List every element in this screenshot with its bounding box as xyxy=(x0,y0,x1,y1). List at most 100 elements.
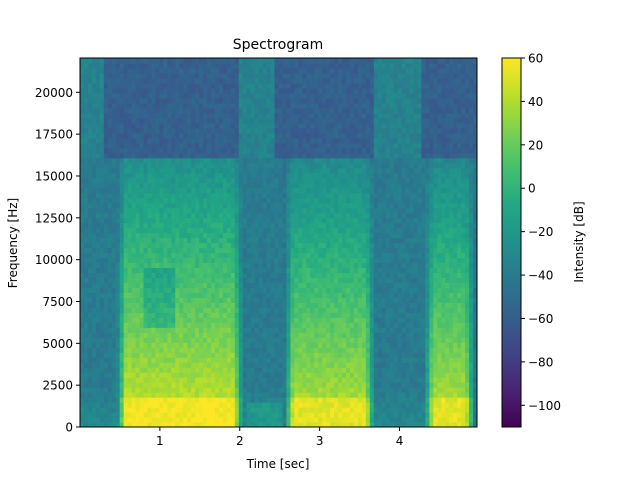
heatmap-cell xyxy=(226,152,232,159)
heatmap-cell xyxy=(298,132,303,139)
heatmap-cell xyxy=(290,367,295,373)
heatmap-cell xyxy=(115,302,121,308)
heatmap-cell xyxy=(222,372,228,378)
heatmap-cell xyxy=(211,247,216,254)
heatmap-cell xyxy=(238,317,244,323)
heatmap-cell xyxy=(298,167,303,174)
heatmap-cell xyxy=(175,217,180,224)
heatmap-cell xyxy=(99,332,105,338)
heatmap-cell xyxy=(254,58,260,64)
heatmap-cell xyxy=(147,257,153,264)
heatmap-cell xyxy=(91,237,97,244)
heatmap-cell xyxy=(91,122,97,129)
heatmap-cell xyxy=(270,207,276,214)
heatmap-cell xyxy=(127,212,133,219)
heatmap-cell xyxy=(175,212,180,219)
heatmap-cell xyxy=(163,247,168,254)
heatmap-cell xyxy=(175,152,180,159)
heatmap-cell xyxy=(91,212,97,219)
heatmap-cell xyxy=(270,92,276,99)
heatmap-cell xyxy=(103,227,109,234)
heatmap-cell xyxy=(83,117,89,124)
heatmap-cell xyxy=(183,242,188,249)
heatmap-cell xyxy=(95,127,101,134)
heatmap-cell xyxy=(155,352,160,358)
heatmap-cell xyxy=(151,292,157,298)
heatmap-cell xyxy=(175,277,180,283)
heatmap-cell xyxy=(338,227,343,234)
heatmap-cell xyxy=(298,147,303,154)
heatmap-cell xyxy=(318,107,323,114)
heatmap-cell xyxy=(171,317,176,323)
heatmap-cell xyxy=(143,72,149,79)
heatmap-cell xyxy=(143,257,149,264)
heatmap-cell xyxy=(87,417,93,423)
heatmap-cell xyxy=(282,302,288,308)
heatmap-cell xyxy=(345,357,351,363)
heatmap-cell xyxy=(191,132,196,139)
heatmap-cell xyxy=(314,397,319,403)
heatmap-cell xyxy=(278,187,284,194)
heatmap-cell xyxy=(83,257,89,264)
heatmap-cell xyxy=(179,347,184,353)
heatmap-cell xyxy=(258,217,264,224)
heatmap-cell xyxy=(306,137,311,144)
heatmap-cell xyxy=(226,392,232,398)
heatmap-cell xyxy=(131,362,137,368)
heatmap-cell xyxy=(119,97,125,104)
heatmap-cell xyxy=(234,207,240,214)
heatmap-cell xyxy=(342,347,347,353)
heatmap-cell xyxy=(290,217,295,224)
heatmap-cell xyxy=(91,312,97,318)
heatmap-cell xyxy=(139,282,145,288)
heatmap-cell xyxy=(318,187,323,194)
heatmap-cell xyxy=(282,357,288,363)
heatmap-cell xyxy=(179,422,184,427)
heatmap-cell xyxy=(214,397,220,403)
heatmap-cell xyxy=(298,137,303,144)
heatmap-cell xyxy=(139,312,145,318)
heatmap-cell xyxy=(135,247,141,254)
heatmap-cell xyxy=(191,62,196,69)
heatmap-cell xyxy=(127,202,133,209)
heatmap-cell xyxy=(266,287,272,293)
heatmap-cell xyxy=(111,412,117,418)
heatmap-cell xyxy=(203,182,208,189)
heatmap-cell xyxy=(203,157,208,164)
heatmap-cell xyxy=(250,202,256,209)
heatmap-cell xyxy=(294,157,299,164)
heatmap-cell xyxy=(115,72,121,79)
heatmap-cell xyxy=(254,272,260,279)
heatmap-cell xyxy=(191,417,196,423)
heatmap-cell xyxy=(230,177,236,184)
heatmap-cell xyxy=(214,417,220,423)
heatmap-cell xyxy=(123,58,129,64)
heatmap-cell xyxy=(115,242,121,249)
heatmap-cell xyxy=(310,402,315,408)
heatmap-cell xyxy=(127,297,133,303)
heatmap-cell xyxy=(123,347,129,353)
heatmap-cell xyxy=(123,82,129,89)
heatmap-cell xyxy=(211,92,216,99)
heatmap-cell xyxy=(187,97,192,104)
heatmap-cell xyxy=(270,312,276,318)
heatmap-cell xyxy=(83,387,89,393)
heatmap-cell xyxy=(115,217,121,224)
heatmap-cell xyxy=(187,387,192,393)
heatmap-cell xyxy=(87,67,93,74)
heatmap-cell xyxy=(234,237,240,244)
heatmap-cell xyxy=(119,392,125,398)
heatmap-cell xyxy=(127,127,133,134)
heatmap-cell xyxy=(278,217,284,224)
heatmap-cell xyxy=(306,267,311,274)
heatmap-cell xyxy=(338,62,343,69)
heatmap-cell xyxy=(119,232,125,239)
heatmap-cell xyxy=(334,92,339,99)
heatmap-cell xyxy=(258,207,264,214)
heatmap-cell xyxy=(270,392,276,398)
heatmap-cell xyxy=(302,327,307,333)
heatmap-cell xyxy=(250,397,256,403)
heatmap-cell xyxy=(334,122,339,129)
heatmap-cell xyxy=(167,202,172,209)
heatmap-cell xyxy=(322,272,327,279)
